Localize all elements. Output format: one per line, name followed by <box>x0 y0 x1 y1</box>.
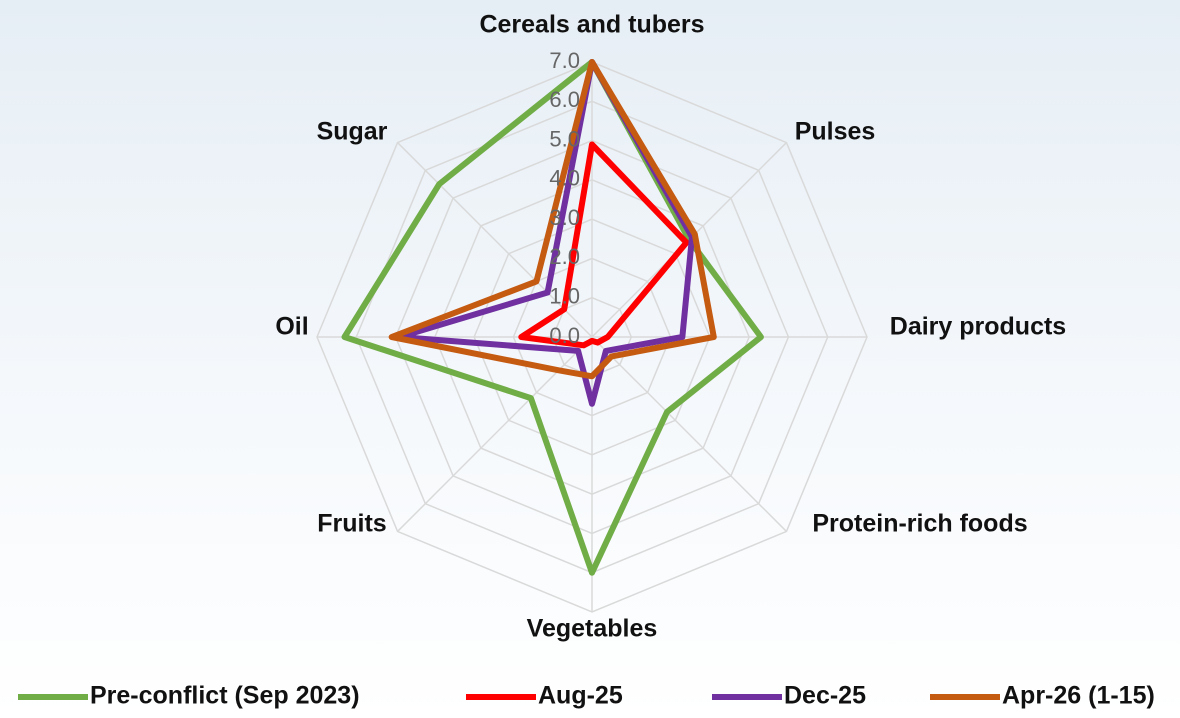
legend-label: Aug-25 <box>538 682 623 710</box>
category-label: Dairy products <box>890 313 1066 341</box>
category-label: Vegetables <box>527 615 658 643</box>
tick-label: 5.0 <box>549 126 580 151</box>
category-label: Cereals and tubers <box>479 11 704 39</box>
series-line <box>341 59 764 576</box>
series-line <box>518 141 690 349</box>
category-label: Oil <box>275 313 308 341</box>
series-line <box>396 59 696 407</box>
series-layer <box>341 59 764 576</box>
tick-label: 4.0 <box>549 166 580 191</box>
category-label: Fruits <box>317 510 386 538</box>
tick-label: 3.0 <box>549 205 580 230</box>
label-layer: 0.0 1.0 2.0 3.0 4.0 5.0 6.0 7.0 Cereals and tube… <box>18 11 1155 710</box>
tick-label: 6.0 <box>549 87 580 112</box>
category-label: Sugar <box>317 118 388 146</box>
legend-label: Pre-conflict (Sep 2023) <box>90 682 360 710</box>
category-label: Protein-rich foods <box>812 510 1027 538</box>
series-line <box>388 59 717 380</box>
tick-label: 1.0 <box>549 284 580 309</box>
tick-label: 7.0 <box>549 48 580 73</box>
legend-label: Dec-25 <box>784 682 866 710</box>
spoke <box>397 142 593 338</box>
legend-label: Apr-26 (1-15) <box>1002 682 1155 710</box>
category-label: Pulses <box>795 118 876 146</box>
tick-label: 2.0 <box>549 244 580 269</box>
tick-label: 0.0 <box>549 323 580 348</box>
spoke <box>591 336 787 532</box>
